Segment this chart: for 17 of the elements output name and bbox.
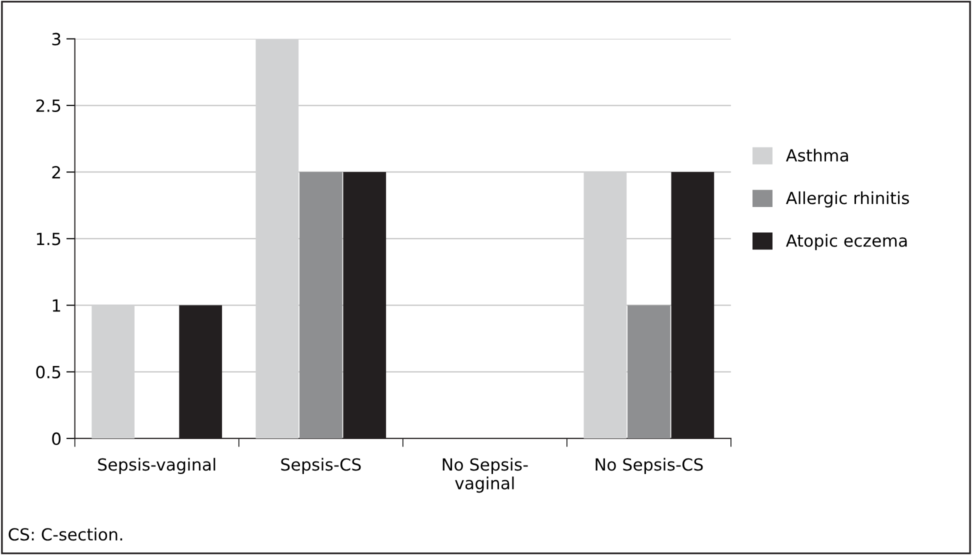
y-tick-label: 0 — [52, 432, 61, 446]
legend-label: Asthma — [786, 148, 848, 162]
legend-label: Atopic eczema — [786, 234, 907, 250]
text: CS: C-section. — [8, 528, 122, 541]
bar — [628, 305, 670, 438]
y-tick-label: 2.5 — [36, 99, 60, 112]
bar — [299, 172, 342, 438]
x-tick-label: No Sepsis- vaginal — [442, 458, 528, 493]
x-tick-label: No Sepsis-CS — [596, 458, 703, 474]
legend-label: Allergic rhinitis — [786, 191, 909, 208]
y-tick-label: 3 — [52, 32, 60, 46]
y-tick-label: 1 — [52, 299, 60, 312]
y-tick-label: 2 — [52, 166, 60, 178]
x-tick-label: Sepsis-CS — [281, 458, 361, 474]
y-tick-label: 1.5 — [36, 232, 60, 246]
x-tick-label: Sepsis-vaginal — [98, 458, 216, 474]
y-tick-label: 0.5 — [36, 366, 60, 378]
